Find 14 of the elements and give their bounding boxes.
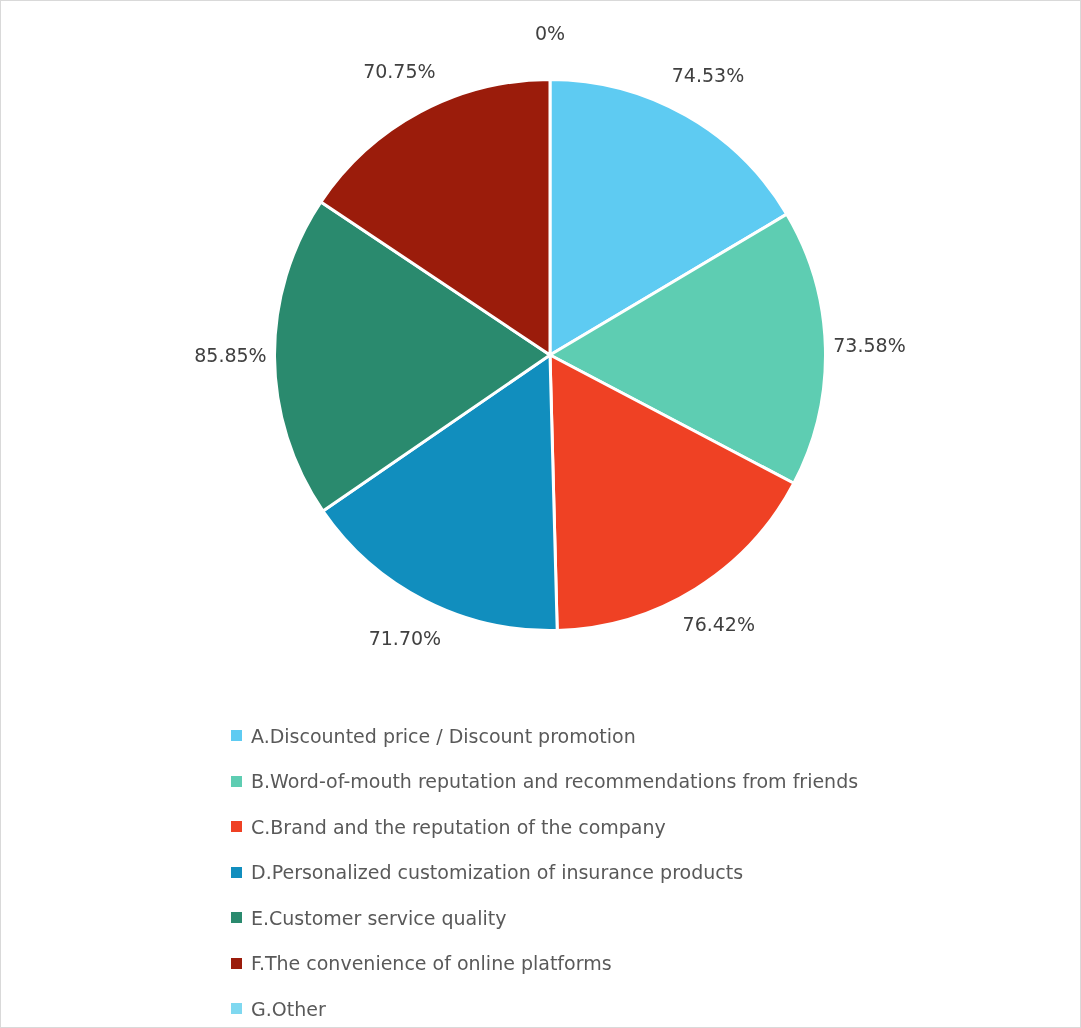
data-label: 70.75% xyxy=(363,60,436,83)
data-label: 74.53% xyxy=(671,64,745,87)
legend-label: C.Brand and the reputation of the company xyxy=(251,815,666,838)
legend-label: D.Personalized customization of insurance products xyxy=(251,861,744,884)
data-label: 76.42% xyxy=(682,613,755,636)
legend-label: E.Customer service quality xyxy=(251,906,507,929)
legend-label: A.Discounted price / Discount promotion xyxy=(251,724,636,747)
text: 0% xyxy=(534,22,566,45)
legend-label: F.The convenience of online platforms xyxy=(251,952,612,975)
data-label: 73.58% xyxy=(833,333,906,356)
legend-label: B.Word-of-mouth reputation and recommendations from friends xyxy=(251,770,859,793)
data-label: 71.70% xyxy=(368,626,442,649)
legend-label: G.Other xyxy=(251,997,326,1020)
data-label: 85.85% xyxy=(194,344,267,367)
